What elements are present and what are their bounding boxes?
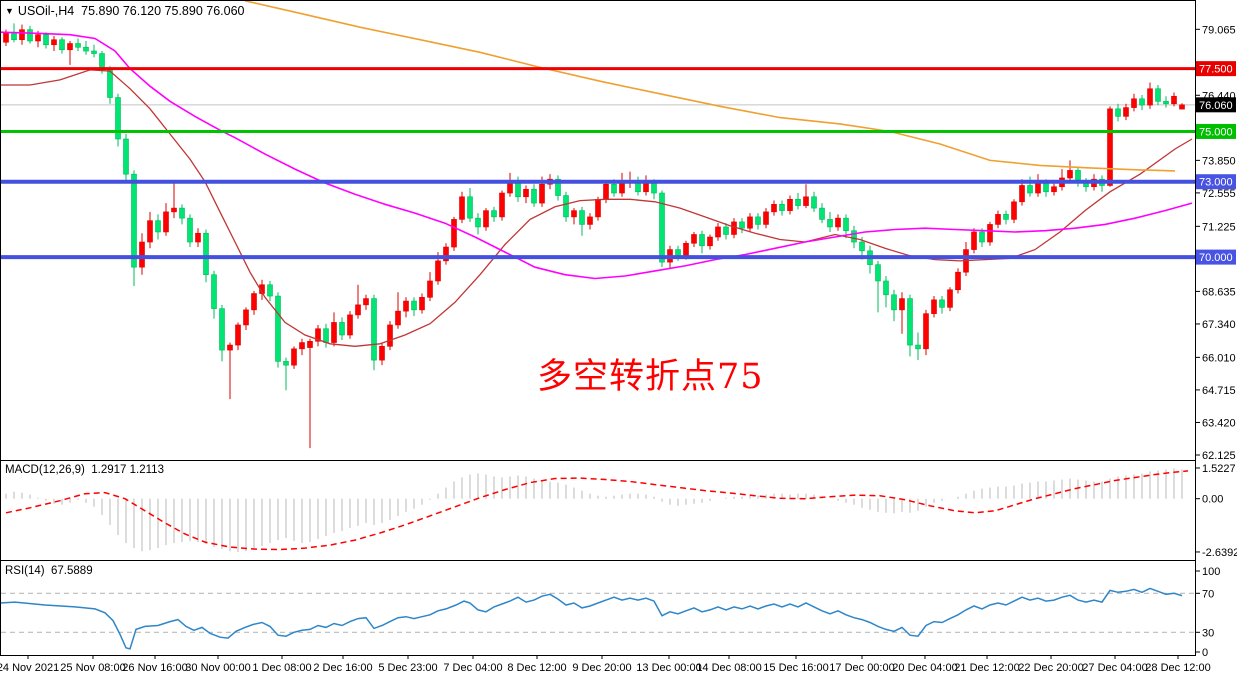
svg-text:8 Dec 12:00: 8 Dec 12:00 (507, 662, 566, 674)
svg-text:30: 30 (1202, 627, 1214, 639)
macd-name: MACD(12,26,9) (5, 464, 85, 476)
macd-indicator-label: MACD(12,26,9) 1.2917 1.2113 (5, 464, 164, 476)
svg-text:25 Nov 08:00: 25 Nov 08:00 (60, 662, 125, 674)
symbol-title: ▼ USOil-,H4 75.890 76.120 75.890 76.060 (5, 4, 245, 18)
svg-text:0.00: 0.00 (1202, 494, 1223, 506)
macd-values: 1.2917 1.2113 (91, 464, 164, 476)
svg-text:30 Nov 00:00: 30 Nov 00:00 (185, 662, 250, 674)
chart-annotation-text[interactable]: 多空转折点75 (537, 357, 764, 397)
svg-text:72.555: 72.555 (1202, 188, 1236, 200)
svg-text:64.715: 64.715 (1202, 385, 1236, 397)
svg-text:17 Dec 00:00: 17 Dec 00:00 (829, 662, 894, 674)
svg-text:77.500: 77.500 (1199, 64, 1233, 76)
price-badge-75.000: 75.000 (1196, 123, 1236, 139)
svg-text:20 Dec 04:00: 20 Dec 04:00 (892, 662, 957, 674)
svg-text:28 Dec 12:00: 28 Dec 12:00 (1145, 662, 1210, 674)
price-badge-70.000: 70.000 (1196, 249, 1236, 265)
svg-text:75.000: 75.000 (1199, 126, 1233, 138)
svg-text:62.125: 62.125 (1202, 450, 1236, 462)
price-badge-73.000: 73.000 (1196, 174, 1236, 190)
rsi-panel-border (0, 560, 1196, 656)
ohlc-readout: 75.890 76.120 75.890 76.060 (81, 4, 245, 18)
ma-fast-line (0, 69, 1193, 347)
rsi-name: RSI(14) (5, 565, 45, 577)
svg-text:63.420: 63.420 (1202, 417, 1236, 429)
svg-text:24 Nov 2021: 24 Nov 2021 (0, 662, 59, 674)
svg-text:9 Dec 20:00: 9 Dec 20:00 (572, 662, 631, 674)
svg-text:5 Dec 23:00: 5 Dec 23:00 (378, 662, 437, 674)
macd-axis[interactable]: 1.5227 0.00 -2.6392 (1196, 463, 1237, 559)
price-badge-77.500: 77.500 (1196, 61, 1236, 77)
svg-text:0: 0 (1202, 647, 1208, 659)
macd-panel[interactable] (5, 468, 1189, 552)
svg-text:21 Dec 12:00: 21 Dec 12:00 (954, 662, 1019, 674)
svg-text:73.000: 73.000 (1199, 177, 1233, 189)
svg-text:76.060: 76.060 (1199, 100, 1233, 112)
svg-text:15 Dec 16:00: 15 Dec 16:00 (763, 662, 828, 674)
svg-text:7 Dec 04:00: 7 Dec 04:00 (443, 662, 502, 674)
svg-text:13 Dec 00:00: 13 Dec 00:00 (636, 662, 701, 674)
svg-text:100: 100 (1202, 566, 1220, 578)
svg-text:79.065: 79.065 (1202, 24, 1236, 36)
svg-text:68.635: 68.635 (1202, 286, 1236, 298)
rsi-axis[interactable]: 100 70 30 0 (1196, 566, 1220, 659)
svg-text:26 Nov 16:00: 26 Nov 16:00 (122, 662, 187, 674)
macd-signal-line (5, 470, 1189, 551)
svg-text:73.850: 73.850 (1202, 155, 1236, 167)
rsi-value: 67.5889 (51, 565, 93, 577)
rsi-line (0, 587, 1183, 650)
svg-text:-2.6392: -2.6392 (1202, 547, 1237, 559)
symbol-name: USOil-,H4 (17, 4, 75, 18)
svg-text:14 Dec 08:00: 14 Dec 08:00 (696, 662, 761, 674)
ma-slow-line (244, 0, 1176, 172)
svg-text:27 Dec 04:00: 27 Dec 04:00 (1082, 662, 1147, 674)
rsi-indicator-label: RSI(14) 67.5889 (5, 565, 93, 577)
price-axis[interactable]: 79.06576.44073.85072.55571.22568.63567.3… (1196, 24, 1236, 462)
svg-text:1.5227: 1.5227 (1202, 463, 1236, 475)
svg-text:70.000: 70.000 (1199, 252, 1233, 264)
collapse-triangle-icon[interactable]: ▼ (5, 6, 14, 16)
svg-text:70: 70 (1202, 588, 1214, 600)
ma-mid-line (0, 31, 1193, 280)
svg-text:1 Dec 08:00: 1 Dec 08:00 (252, 662, 311, 674)
svg-text:66.010: 66.010 (1202, 352, 1236, 364)
svg-text:71.225: 71.225 (1202, 221, 1236, 233)
rsi-panel[interactable] (0, 587, 1195, 650)
svg-text:67.340: 67.340 (1202, 319, 1236, 331)
svg-text:22 Dec 20:00: 22 Dec 20:00 (1018, 662, 1083, 674)
price-badge-76.060: 76.060 (1196, 97, 1236, 113)
svg-text:2 Dec 16:00: 2 Dec 16:00 (313, 662, 372, 674)
